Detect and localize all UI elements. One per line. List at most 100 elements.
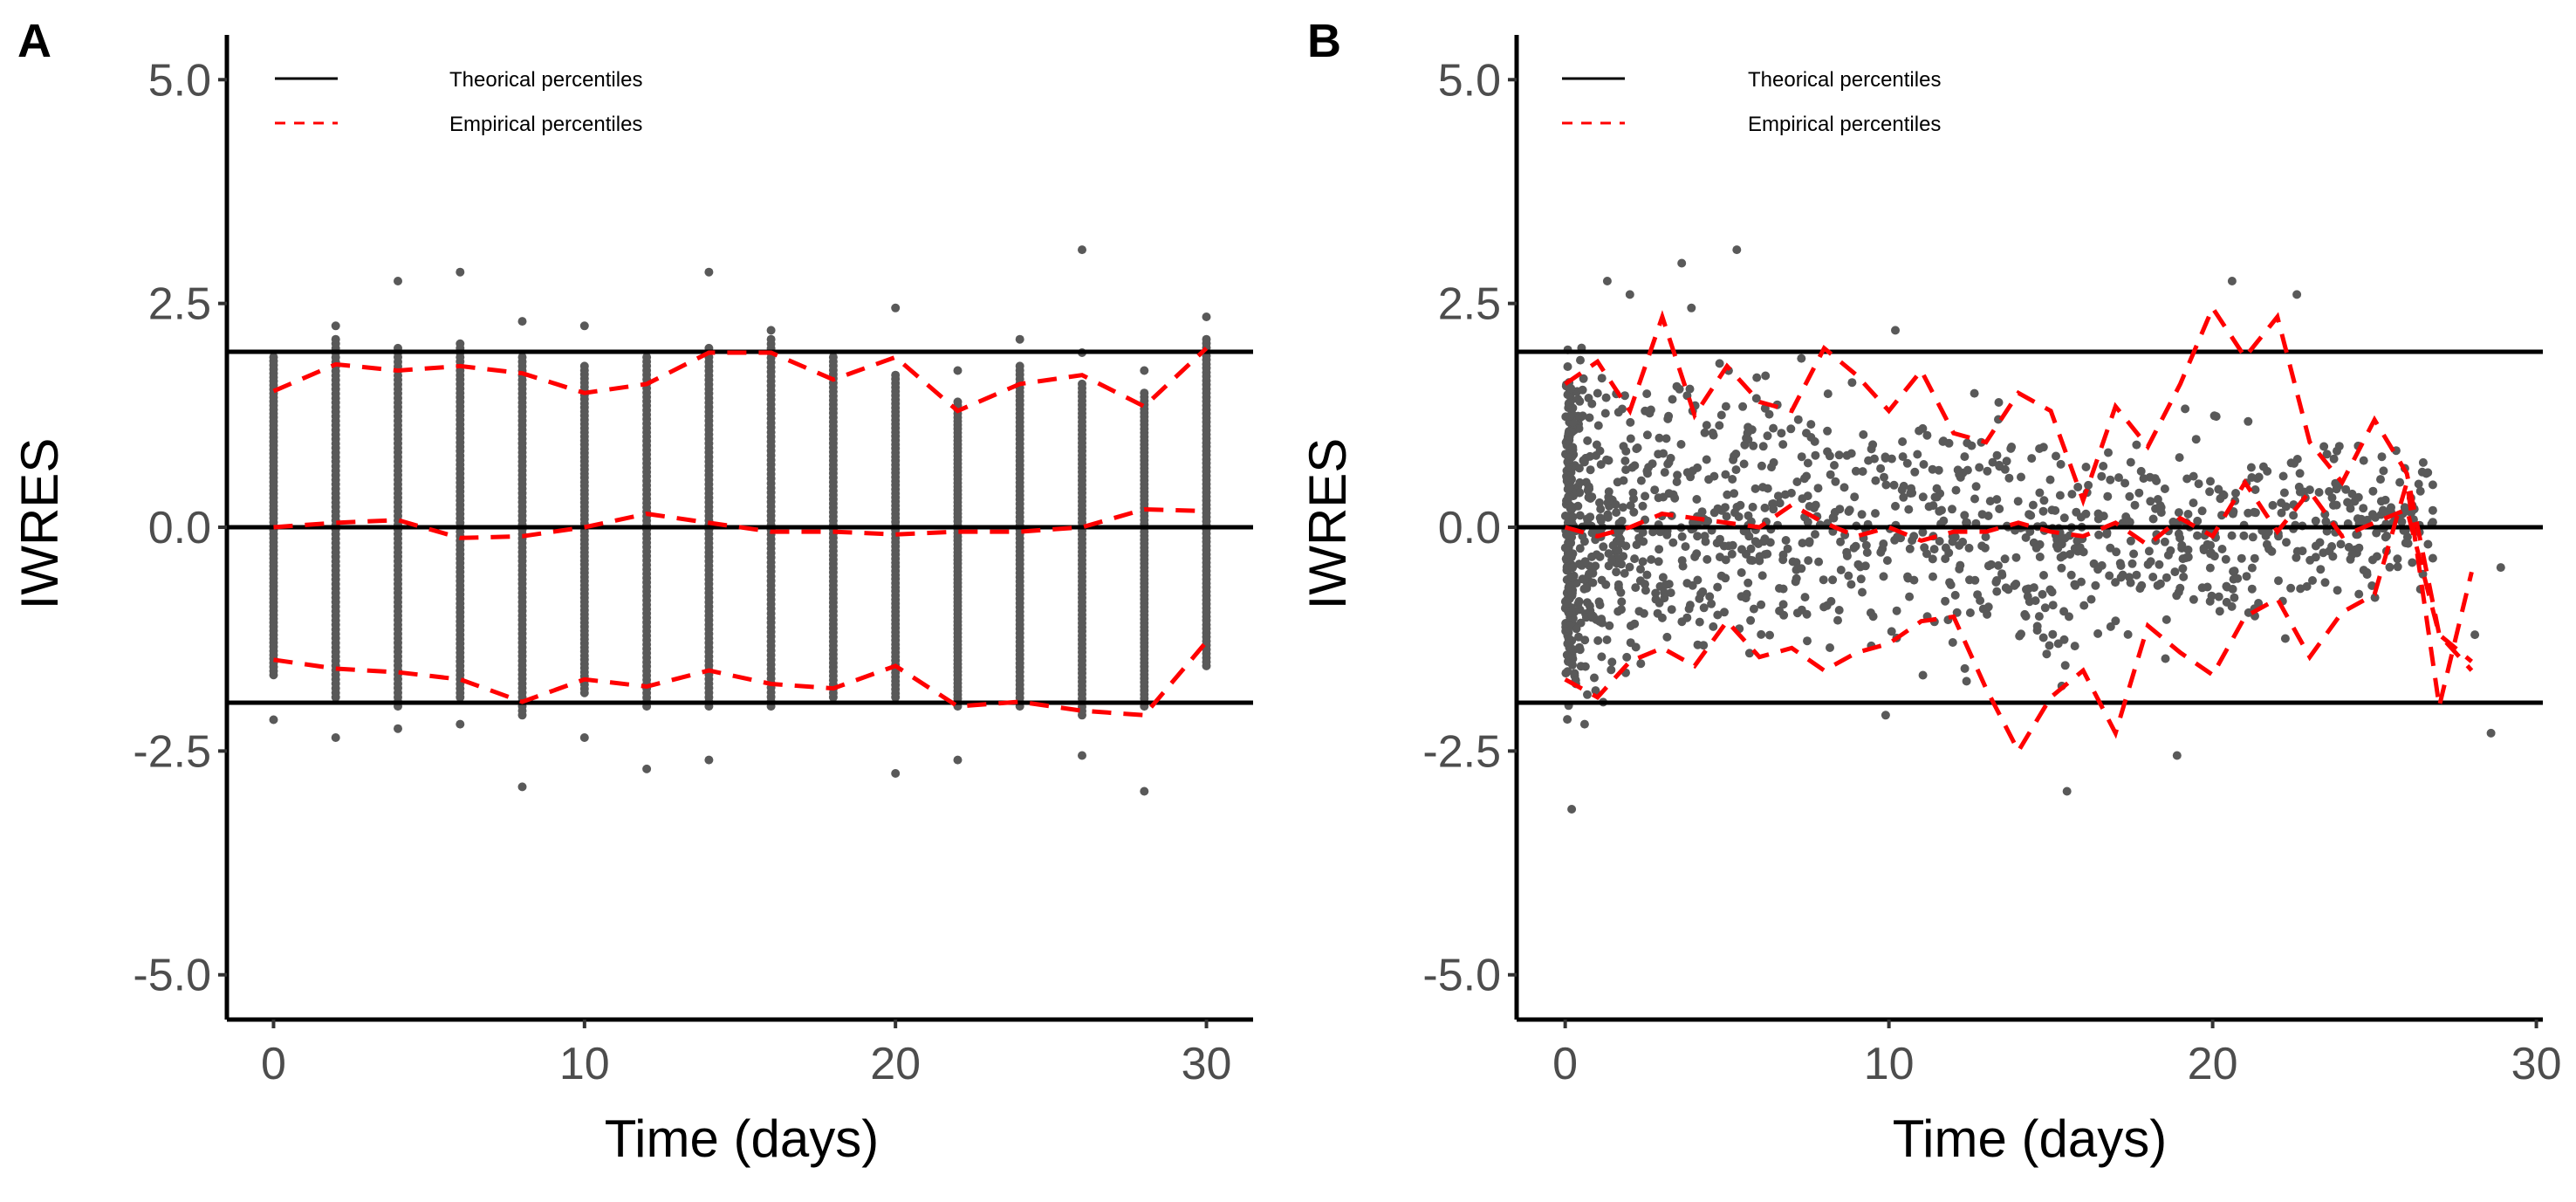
data-point: [2045, 641, 2054, 650]
data-point: [2246, 463, 2256, 472]
data-point: [2175, 453, 2184, 463]
data-point: [1765, 630, 1774, 640]
data-point: [2053, 639, 2063, 649]
data-point: [1664, 457, 1674, 467]
data-point: [1788, 557, 1798, 567]
data-point: [2279, 488, 2289, 498]
outlier-point: [953, 366, 963, 375]
data-point: [2397, 517, 2407, 526]
data-point: [2070, 642, 2079, 651]
data-point: [1597, 374, 1607, 383]
data-point: [2079, 601, 2089, 610]
data-point: [1994, 398, 2004, 407]
data-point: [1658, 573, 1668, 582]
data-point: [2393, 562, 2402, 572]
data-point: [1731, 465, 1741, 475]
data-point: [1632, 540, 1641, 550]
data-point: [1997, 569, 2006, 579]
data-point: [2274, 576, 2283, 586]
data-point: [2162, 573, 2171, 582]
data-point: [2347, 489, 2357, 498]
data-point: [1716, 410, 1726, 420]
data-point: [1800, 593, 1810, 602]
outlier-point: [704, 755, 714, 765]
data-point: [2222, 581, 2231, 591]
data-point: [1922, 430, 1932, 440]
data-point: [2191, 435, 2201, 444]
data-point: [1797, 564, 1806, 574]
data-point: [1828, 575, 1838, 585]
data-point: [1626, 417, 1635, 427]
data-point: [2219, 491, 2229, 500]
data-point: [1641, 586, 1650, 595]
data-point: [2156, 503, 2166, 512]
data-point: [1737, 545, 1746, 554]
data-point: [1631, 642, 1641, 652]
data-point: [1661, 580, 1670, 589]
data-point: [1908, 536, 1917, 546]
data-point: [2106, 475, 2115, 484]
data-point: [1769, 457, 1778, 467]
data-point: [2162, 615, 2171, 624]
data-point: [2354, 589, 2364, 599]
outlier-point: [1891, 326, 1900, 335]
data-point: [2170, 567, 2180, 577]
data-point: [2372, 528, 2381, 538]
data-point: [1823, 426, 1833, 436]
data-point: [1673, 470, 1682, 480]
data-point: [1778, 555, 1788, 565]
data-point: [1583, 485, 1593, 495]
data-point: [2277, 498, 2286, 507]
data-point: [2057, 539, 2066, 549]
data-point: [1574, 423, 1584, 433]
data-point: [2280, 634, 2290, 643]
data-point: [1202, 334, 1211, 344]
data-point: [2072, 507, 2081, 517]
data-point: [2045, 475, 2055, 484]
data-point: [2091, 580, 2100, 590]
data-point: [1630, 554, 1640, 564]
data-point: [1826, 643, 1834, 652]
data-point: [1631, 583, 1641, 593]
outlier-point: [1015, 334, 1024, 344]
outlier-point: [1687, 303, 1696, 313]
data-point: [2393, 554, 2402, 564]
data-point: [1746, 555, 1756, 565]
data-point: [1716, 534, 1724, 544]
data-point: [1755, 552, 1764, 561]
data-point: [1970, 575, 1980, 585]
data-point: [2183, 510, 2193, 519]
data-point: [1851, 466, 1860, 476]
data-point: [2031, 543, 2041, 553]
outlier-point: [517, 782, 527, 792]
data-point: [2368, 510, 2377, 519]
data-point: [1587, 399, 1597, 409]
data-point: [1636, 476, 1646, 485]
data-point: [1830, 461, 1839, 470]
data-point: [1826, 470, 1835, 479]
y-axis-title-a: IWRES: [10, 438, 69, 610]
data-point: [1811, 450, 1820, 460]
data-point: [1661, 434, 1671, 443]
data-point: [2247, 473, 2257, 482]
outlier-point: [456, 719, 465, 729]
data-point: [2011, 580, 2021, 588]
data-point: [2189, 594, 2198, 604]
data-point: [2106, 622, 2115, 631]
data-point: [2160, 484, 2169, 493]
data-point: [1670, 493, 1680, 503]
data-point: [2381, 532, 2390, 542]
data-point: [2017, 629, 2025, 639]
data-point: [1576, 355, 1585, 365]
data-point: [2347, 550, 2357, 560]
data-point: [1563, 362, 1572, 371]
data-point: [1730, 508, 1739, 518]
data-point: [2178, 564, 2188, 574]
data-point: [1721, 470, 1730, 479]
data-point: [2002, 457, 2011, 466]
data-point: [2289, 511, 2299, 520]
data-point: [2193, 516, 2203, 525]
data-point: [1905, 592, 1915, 601]
outlier-point: [642, 764, 652, 773]
data-point: [1692, 495, 1702, 504]
